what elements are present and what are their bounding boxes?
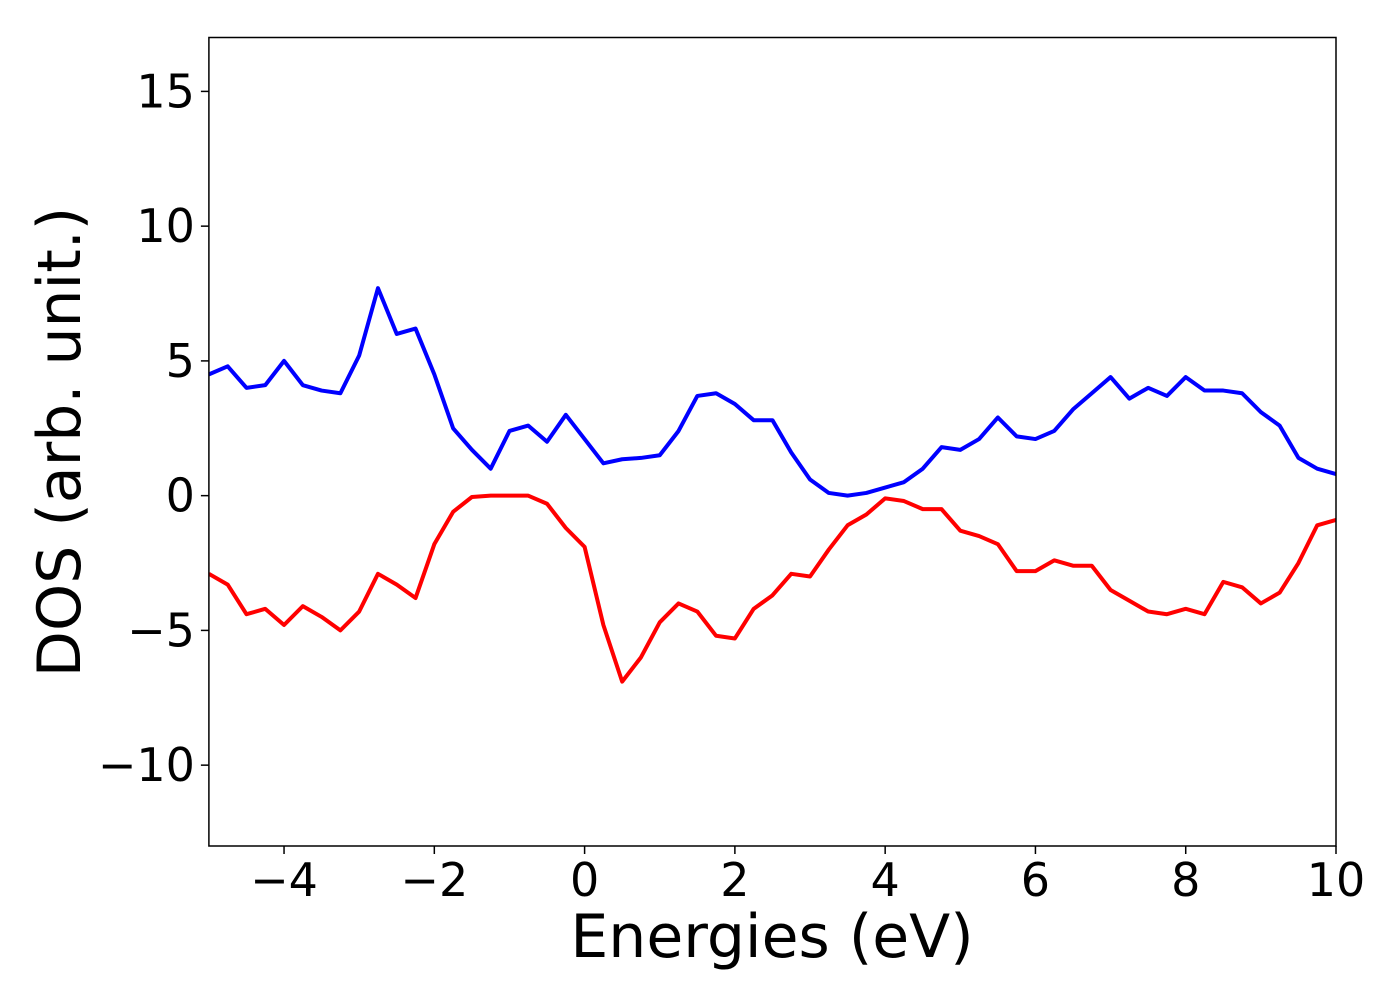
x-tick-label: 2 <box>720 853 749 907</box>
x-tick-label: 6 <box>1021 853 1050 907</box>
y-tick-label: 5 <box>166 334 195 388</box>
x-tick-label: 8 <box>1171 853 1200 907</box>
x-tick-label: −4 <box>250 853 318 907</box>
x-tick-label: −2 <box>400 853 468 907</box>
y-tick-label: 0 <box>166 469 195 523</box>
x-tick-label: 0 <box>570 853 599 907</box>
x-tick-label: 4 <box>871 853 900 907</box>
y-axis-label: DOS (arb. unit.) <box>25 207 95 677</box>
x-axis-label: Energies (eV) <box>570 902 973 972</box>
y-tick-label: −10 <box>98 738 195 792</box>
x-tick-label: 10 <box>1307 853 1366 907</box>
line-series <box>208 286 1336 498</box>
y-tick-label: 15 <box>136 64 195 118</box>
y-tick-label: −5 <box>127 603 195 657</box>
plot-frame <box>208 36 1337 847</box>
line-series <box>208 493 1336 684</box>
y-tick-label: 10 <box>136 199 195 253</box>
